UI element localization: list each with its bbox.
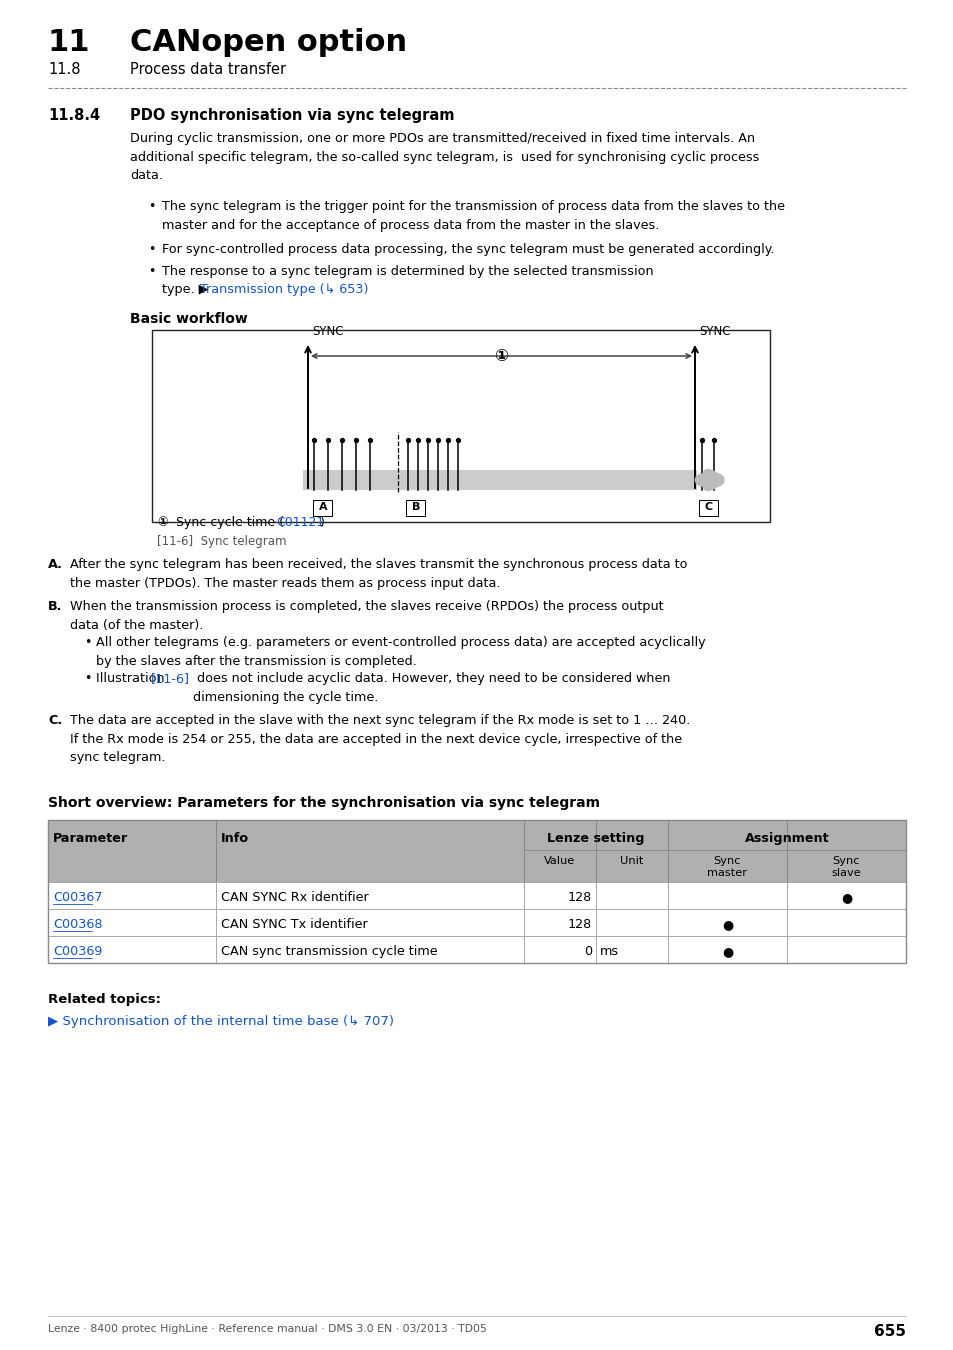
Text: ①: ①: [157, 516, 168, 529]
Text: For sync-controlled process data processing, the sync telegram must be generated: For sync-controlled process data process…: [162, 243, 774, 256]
Bar: [786, 909, 905, 936]
Text: •: •: [148, 265, 155, 278]
Bar: [596, 819, 667, 882]
Bar: [596, 882, 667, 909]
Bar: [786, 936, 905, 963]
Bar: [48, 882, 215, 909]
Text: ●: ●: [840, 891, 851, 904]
Bar: [152, 329, 769, 522]
Text: •: •: [84, 672, 91, 684]
Text: Related topics:: Related topics:: [48, 994, 161, 1006]
Text: CAN SYNC Rx identifier: CAN SYNC Rx identifier: [221, 891, 369, 904]
Text: does not include acyclic data. However, they need to be considered when
dimensio: does not include acyclic data. However, …: [193, 672, 670, 703]
FancyBboxPatch shape: [314, 500, 333, 516]
Text: type. ▶: type. ▶: [162, 284, 213, 296]
Text: •: •: [148, 243, 155, 256]
Text: ①: ①: [494, 347, 508, 364]
Bar: [215, 936, 523, 963]
FancyBboxPatch shape: [406, 500, 425, 516]
Text: C00369: C00369: [53, 945, 102, 958]
Bar: [667, 819, 786, 882]
Text: 128: 128: [567, 891, 592, 904]
Text: Parameter: Parameter: [53, 832, 128, 845]
Text: CAN sync transmission cycle time: CAN sync transmission cycle time: [221, 945, 437, 958]
Bar: [596, 936, 667, 963]
Bar: [48, 819, 905, 963]
Text: •: •: [148, 200, 155, 213]
Text: All other telegrams (e.g. parameters or event-controlled process data) are accep: All other telegrams (e.g. parameters or …: [96, 636, 705, 667]
Text: ●: ●: [721, 918, 732, 932]
Text: A: A: [318, 502, 327, 512]
Text: Basic workflow: Basic workflow: [130, 312, 248, 325]
Text: CANopen option: CANopen option: [130, 28, 407, 57]
Text: Process data transfer: Process data transfer: [130, 62, 286, 77]
Text: ▶ Synchronisation of the internal time base (↳ 707): ▶ Synchronisation of the internal time b…: [48, 1015, 394, 1027]
Bar: [303, 470, 697, 490]
Bar: [215, 882, 523, 909]
Bar: [215, 909, 523, 936]
Text: Assignment: Assignment: [744, 832, 828, 845]
Text: Info: Info: [221, 832, 249, 845]
Bar: [667, 882, 786, 909]
Text: A.: A.: [48, 558, 63, 571]
Bar: [667, 909, 786, 936]
Bar: [523, 936, 596, 963]
Bar: [215, 819, 523, 882]
Text: CAN SYNC Tx identifier: CAN SYNC Tx identifier: [221, 918, 367, 932]
Text: [11-6]: [11-6]: [151, 672, 190, 684]
Text: 0: 0: [583, 945, 592, 958]
Text: SYNC: SYNC: [699, 325, 730, 338]
Bar: [667, 936, 786, 963]
Text: Short overview: Parameters for the synchronisation via sync telegram: Short overview: Parameters for the synch…: [48, 796, 599, 810]
Text: Transmission type (↳ 653): Transmission type (↳ 653): [200, 284, 368, 296]
FancyBboxPatch shape: [699, 500, 718, 516]
Bar: [48, 936, 215, 963]
Text: ): ): [319, 516, 325, 529]
Text: 11.8: 11.8: [48, 62, 80, 77]
Text: C: C: [704, 502, 712, 512]
Text: SYNC: SYNC: [312, 325, 343, 338]
Text: ms: ms: [599, 945, 618, 958]
Text: B.: B.: [48, 599, 62, 613]
Text: ●: ●: [721, 945, 732, 958]
Bar: [596, 909, 667, 936]
Text: PDO synchronisation via sync telegram: PDO synchronisation via sync telegram: [130, 108, 454, 123]
Text: •: •: [84, 636, 91, 649]
Text: Lenze setting: Lenze setting: [547, 832, 644, 845]
Text: Illustration: Illustration: [96, 672, 169, 684]
Bar: [48, 819, 215, 882]
Text: C00368: C00368: [53, 918, 102, 932]
Bar: [786, 819, 905, 882]
Bar: [523, 882, 596, 909]
Text: C00367: C00367: [53, 891, 102, 904]
Text: [11-6]  Sync telegram: [11-6] Sync telegram: [157, 535, 286, 548]
Text: Lenze · 8400 protec HighLine · Reference manual · DMS 3.0 EN · 03/2013 · TD05: Lenze · 8400 protec HighLine · Reference…: [48, 1324, 486, 1334]
Text: Sync cycle time (: Sync cycle time (: [172, 516, 284, 529]
Text: 128: 128: [567, 918, 592, 932]
Text: 11.8.4: 11.8.4: [48, 108, 100, 123]
Text: 655: 655: [873, 1324, 905, 1339]
Text: After the sync telegram has been received, the slaves transmit the synchronous p: After the sync telegram has been receive…: [70, 558, 687, 590]
Text: When the transmission process is completed, the slaves receive (RPDOs) the proce: When the transmission process is complet…: [70, 599, 663, 632]
Text: B: B: [412, 502, 419, 512]
Text: Value: Value: [544, 856, 575, 865]
Text: Sync
slave: Sync slave: [831, 856, 861, 879]
Text: The data are accepted in the slave with the next sync telegram if the Rx mode is: The data are accepted in the slave with …: [70, 714, 690, 764]
Text: C01121: C01121: [275, 516, 324, 529]
Bar: [48, 909, 215, 936]
Text: Unit: Unit: [619, 856, 643, 865]
Text: C.: C.: [48, 714, 62, 728]
Text: The sync telegram is the trigger point for the transmission of process data from: The sync telegram is the trigger point f…: [162, 200, 784, 231]
Text: During cyclic transmission, one or more PDOs are transmitted/received in fixed t: During cyclic transmission, one or more …: [130, 132, 759, 182]
Text: 11: 11: [48, 28, 91, 57]
Text: The response to a sync telegram is determined by the selected transmission: The response to a sync telegram is deter…: [162, 265, 653, 278]
Bar: [523, 819, 596, 882]
Bar: [523, 909, 596, 936]
Text: Sync
master: Sync master: [707, 856, 747, 879]
Bar: [786, 882, 905, 909]
